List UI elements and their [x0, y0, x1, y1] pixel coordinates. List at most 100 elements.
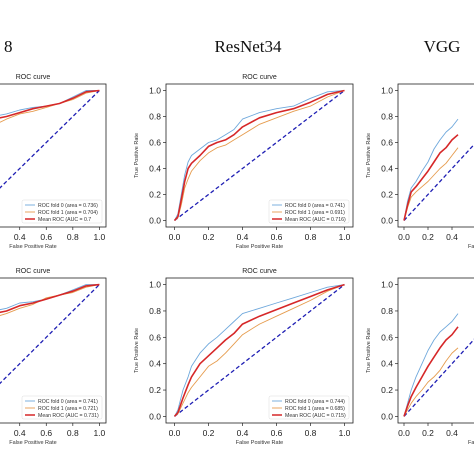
x-tick-label: 0.6: [40, 232, 52, 242]
roc-fold-0-line: [174, 284, 345, 417]
x-tick-label: 0.6: [271, 428, 283, 438]
roc-fold-0-line: [403, 313, 459, 417]
x-tick-label: 0.8: [305, 428, 317, 438]
x-tick-label: 0.4: [237, 428, 249, 438]
mean-roc-line: [0, 283, 100, 314]
x-tick-label: 0.4: [446, 428, 458, 438]
plot-frame: [165, 83, 354, 228]
y-tick-label: 0.8: [149, 112, 161, 122]
x-tick-label: 0.4: [14, 232, 26, 242]
x-tick-label: 0.0: [398, 428, 410, 438]
legend-box: [268, 395, 350, 420]
y-tick-label: 0.4: [381, 359, 393, 369]
y-tick-label: 0.2: [381, 190, 393, 200]
y-tick-label: 1.0: [381, 86, 393, 96]
column-header-left: 8: [4, 37, 13, 56]
roc-panel-6: 0.0 0.2 0.4 0.0 0.2 0.4 0.6 0.8 1.0 False Po True …: [366, 277, 474, 446]
chance-diagonal: [174, 284, 345, 417]
y-tick-label: 1.0: [149, 86, 161, 96]
x-tick-label: 1.0: [339, 428, 351, 438]
y-tick-label: 0.8: [381, 306, 393, 316]
y-tick-label: 0.6: [381, 138, 393, 148]
y-axis-label: True Positive Rate: [134, 328, 140, 373]
x-tick-label: 0.8: [67, 428, 79, 438]
legend-entry: Mean ROC (AUC = 0.715): [285, 413, 346, 419]
roc-panel-2: ROC curve 0.0 0.2 0.4 0.6 0.8 1.0 0.0 0.2 0.4 0.6 0…: [134, 74, 354, 250]
y-tick-label: 0.0: [381, 411, 393, 421]
roc-fold-1-line: [0, 90, 100, 123]
x-tick-label: 0.2: [422, 232, 434, 242]
x-axis-label: False Positive Rate: [236, 244, 283, 250]
roc-fold-1-line: [174, 90, 345, 221]
x-axis-label: False Po: [468, 244, 474, 250]
roc-panel-5: ROC curve 0.0 0.2 0.4 0.6 0.8 1.0 0.0 0.2 0.4 0.6 0…: [134, 268, 354, 446]
x-tick-label: 1.0: [93, 232, 105, 242]
y-tick-label: 0.2: [149, 190, 161, 200]
y-tick-label: 0.4: [381, 164, 393, 174]
chance-diagonal: [174, 89, 345, 222]
mean-roc-line: [403, 134, 459, 221]
roc-fold-1-line: [174, 284, 345, 417]
roc-fold-1-line: [403, 147, 459, 221]
x-axis-label: False Positive Rate: [9, 244, 56, 250]
roc-fold-0-line: [174, 90, 345, 221]
x-axis-label: False Positive Rate: [236, 440, 283, 446]
mean-roc-line: [173, 283, 345, 417]
legend: ROC fold 0 (area = 0.744)ROC fold 1 (are…: [268, 395, 350, 420]
x-tick-label: 1.0: [93, 428, 105, 438]
chance-diagonal: [403, 143, 474, 221]
plot-frame: [397, 277, 474, 424]
mean-roc-line: [0, 89, 100, 119]
plot-title: ROC curve: [16, 74, 51, 81]
roc-fold-0-line: [0, 284, 100, 311]
legend: ROC fold 0 (area = 0.741)ROC fold 1 (are…: [268, 199, 350, 224]
legend-entry: Mean ROC (AUC = 0.7: [38, 217, 91, 223]
plot-frame: [0, 83, 107, 228]
x-tick-label: 0.4: [237, 232, 249, 242]
x-tick-label: 0.0: [169, 232, 181, 242]
chance-diagonal: [0, 90, 100, 189]
legend-entry: Mean ROC (AUC = 0.731): [38, 413, 99, 419]
plot-title: ROC curve: [242, 268, 277, 275]
legend-box: [268, 199, 350, 224]
y-tick-label: 0.4: [149, 359, 161, 369]
legend-entry: Mean ROC (AUC = 0.716): [285, 217, 346, 223]
legend-entry: ROC fold 0 (area = 0.736): [38, 203, 98, 209]
y-tick-label: 0.2: [381, 385, 393, 395]
column-header-middle: ResNet34: [214, 37, 282, 56]
x-tick-label: 0.2: [422, 428, 434, 438]
y-tick-label: 0.0: [149, 216, 161, 226]
x-tick-label: 0.6: [40, 428, 52, 438]
legend-entry: ROC fold 1 (area = 0.704): [38, 210, 98, 216]
x-tick-label: 0.0: [169, 428, 181, 438]
legend-entry: ROC fold 1 (area = 0.721): [38, 406, 98, 412]
x-tick-label: 0.4: [446, 232, 458, 242]
roc-fold-0-line: [403, 118, 459, 221]
y-axis-label: True Positive Rate: [134, 133, 140, 178]
legend: ROC fold 0 (area = 0.736)ROC fold 1 (are…: [21, 199, 103, 224]
y-tick-label: 0.2: [149, 385, 161, 395]
legend-entry: ROC fold 0 (area = 0.744): [285, 399, 345, 405]
y-tick-label: 0.6: [381, 332, 393, 342]
x-tick-label: 1.0: [339, 232, 351, 242]
chance-diagonal: [403, 338, 474, 417]
legend-box: [21, 199, 103, 224]
legend-entry: ROC fold 0 (area = 0.741): [38, 399, 98, 405]
y-tick-label: 0.4: [149, 164, 161, 174]
x-tick-label: 0.6: [271, 232, 283, 242]
y-tick-label: 1.0: [149, 280, 161, 290]
x-axis-label: False Positive Rate: [9, 440, 56, 446]
roc-fold-1-line: [0, 284, 100, 316]
chance-diagonal: [0, 284, 100, 385]
x-tick-label: 0.8: [305, 232, 317, 242]
x-tick-label: 0.8: [67, 232, 79, 242]
legend-entry: ROC fold 0 (area = 0.741): [285, 203, 345, 209]
y-tick-label: 0.8: [149, 306, 161, 316]
y-tick-label: 1.0: [381, 280, 393, 290]
mean-roc-line: [173, 89, 345, 222]
x-tick-label: 0.4: [14, 428, 26, 438]
plot-title: ROC curve: [242, 74, 277, 81]
y-tick-label: 0.6: [149, 138, 161, 148]
